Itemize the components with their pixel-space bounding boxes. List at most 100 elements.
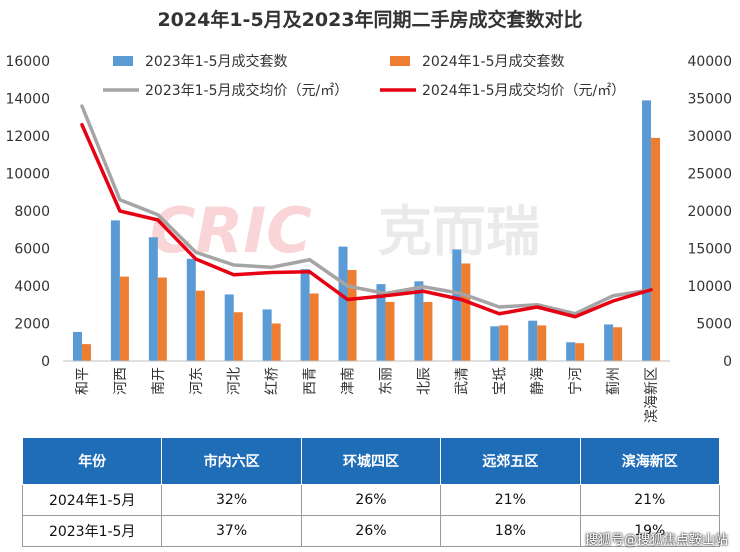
bar-2024 <box>575 343 585 361</box>
right-tick-label: 20000 <box>687 204 732 220</box>
bar-2024 <box>81 344 91 361</box>
left-tick-label: 0 <box>41 354 50 370</box>
bar-2023 <box>414 281 424 361</box>
bar-2023 <box>110 220 120 361</box>
x-tick-label: 河北 <box>227 367 243 395</box>
x-tick-label: 静海 <box>530 367 546 395</box>
legend-label: 2024年1-5月成交均价（元/㎡） <box>422 82 625 99</box>
table-cell: 21% <box>440 484 581 516</box>
x-tick-label: 武清 <box>454 367 470 395</box>
table-header-outer-five: 远郊五区 <box>440 437 581 485</box>
x-tick-label: 红桥 <box>265 367 281 395</box>
bar-2024 <box>195 290 205 361</box>
right-tick-label: 25000 <box>687 167 732 183</box>
table-header-row: 年份 市内六区 环城四区 远郊五区 滨海新区 <box>21 437 721 485</box>
left-tick-label: 14000 <box>5 92 50 108</box>
left-axis: 0 2000 4000 6000 8000 10000 12000 14000 16000 <box>5 54 50 370</box>
chart: 2024年1-5月及2023年同期二手房成交套数对比 CRIC 克而瑞 2023… <box>5 8 732 423</box>
source-watermark: 搜狐号@搜狐焦点鞍山站 <box>584 533 728 548</box>
table-cell: 26% <box>300 515 442 547</box>
bar-2023 <box>300 269 310 361</box>
x-axis: 和平 河西 南开 河东 河北 红桥 西青 津南 东丽 北辰 武清 宝坻 静海 宁河 蓟州 滨海新区 <box>63 360 670 423</box>
bar-2023 <box>604 324 614 361</box>
table-cell: 2024年1-5月 <box>21 484 163 516</box>
bar-2024 <box>119 276 129 361</box>
x-tick-label: 津南 <box>341 367 357 395</box>
left-tick-label: 6000 <box>14 242 50 258</box>
right-tick-label: 0 <box>723 354 732 370</box>
table-header-ring-four: 环城四区 <box>300 437 442 485</box>
x-tick-label: 蓟州 <box>606 367 622 395</box>
bar-2024 <box>461 263 471 361</box>
bar-2023 <box>262 309 272 361</box>
right-tick-label: 5000 <box>696 317 732 333</box>
left-tick-label: 8000 <box>14 204 50 220</box>
table-row: 2024年1-5月 32% 26% 21% 21% <box>21 484 721 516</box>
table-cell: 2023年1-5月 <box>21 515 163 547</box>
left-tick-label: 2000 <box>14 317 50 333</box>
x-tick-label: 滨海新区 <box>644 367 660 423</box>
right-tick-label: 10000 <box>687 279 732 295</box>
logo-brand: CRIC <box>150 194 312 267</box>
bar-2024 <box>499 325 509 361</box>
right-tick-label: 35000 <box>687 92 732 108</box>
left-tick-label: 16000 <box>5 54 50 70</box>
bar-2023 <box>490 326 500 361</box>
bar-2023 <box>224 294 234 361</box>
table-cell: 19% <box>579 515 721 547</box>
table-header-binhai: 滨海新区 <box>579 437 721 485</box>
x-tick-label: 宝坻 <box>492 367 508 395</box>
bar-2024 <box>271 323 281 361</box>
left-tick-label: 10000 <box>5 167 50 183</box>
bar-2024 <box>651 137 661 361</box>
legend: 2023年1-5月成交套数 2024年1-5月成交套数 2023年1-5月成交均价（… <box>103 53 625 99</box>
bars <box>72 100 661 361</box>
bar-2023 <box>452 249 462 361</box>
x-tick-label: 北辰 <box>416 367 432 395</box>
legend-swatch <box>390 56 410 66</box>
x-tick-label: 西青 <box>303 367 319 395</box>
chart-title: 2024年1-5月及2023年同期二手房成交套数对比 <box>157 8 582 31</box>
bar-2023 <box>72 331 82 361</box>
share-table: 年份 市内六区 环城四区 远郊五区 滨海新区 2024年1-5月 32% 26%… <box>21 437 721 547</box>
legend-label: 2024年1-5月成交套数 <box>422 53 565 70</box>
table-cell: 37% <box>161 515 302 547</box>
bar-2024 <box>347 270 357 361</box>
x-tick-label: 南开 <box>151 367 167 395</box>
table-cell: 26% <box>300 484 442 516</box>
right-tick-label: 15000 <box>687 242 732 258</box>
table-header-year: 年份 <box>21 437 163 485</box>
table-header-inner-six: 市内六区 <box>161 437 302 485</box>
bar-2023 <box>186 258 196 361</box>
line-series-2024 <box>80 123 653 319</box>
x-tick-label: 宁河 <box>567 367 584 395</box>
x-tick-label: 东丽 <box>378 367 394 395</box>
bar-2024 <box>233 312 243 361</box>
bar-2024 <box>613 327 623 361</box>
bar-2024 <box>385 301 395 361</box>
bar-2024 <box>309 293 319 361</box>
bar-2023 <box>642 100 652 361</box>
x-tick-label: 河东 <box>189 367 205 395</box>
line-series-2023 <box>80 104 653 316</box>
left-tick-label: 4000 <box>14 279 50 295</box>
bar-2023 <box>528 320 538 361</box>
right-tick-label: 30000 <box>687 129 732 145</box>
legend-label: 2023年1-5月成交均价（元/㎡） <box>145 82 348 99</box>
table-row: 2023年1-5月 37% 26% 18% 19% <box>21 515 721 547</box>
bar-2024 <box>537 325 547 361</box>
right-axis: 0 5000 10000 15000 20000 25000 30000 35000 40000 <box>687 54 732 370</box>
watermark-logo: CRIC 克而瑞 <box>150 194 540 267</box>
table-cell: 21% <box>579 484 721 516</box>
bar-2023 <box>566 342 576 361</box>
table-cell: 18% <box>440 515 581 547</box>
table-cell: 32% <box>161 484 302 516</box>
bar-2024 <box>423 301 433 361</box>
right-tick-label: 40000 <box>687 54 732 70</box>
bar-2023 <box>148 237 158 361</box>
legend-label: 2023年1-5月成交套数 <box>145 53 288 70</box>
bar-2023 <box>376 284 386 361</box>
x-tick-label: 和平 <box>75 367 91 395</box>
lines <box>80 104 653 319</box>
bar-2023 <box>338 246 348 361</box>
